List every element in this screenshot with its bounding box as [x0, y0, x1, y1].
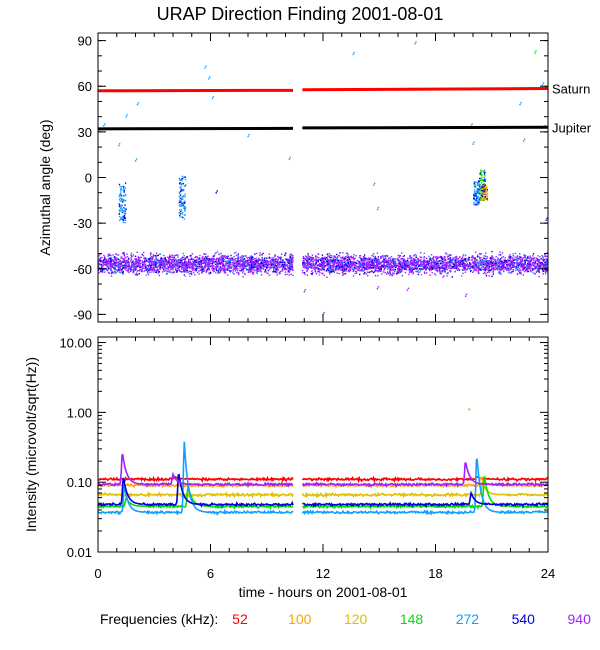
azimuth-axis-ticks: 90 60 30 0 -30 -60 -90	[73, 33, 549, 322]
azimuth-tick-label: 30	[78, 125, 92, 140]
saturn-label: Saturn	[552, 82, 590, 97]
time-tick-label: 0	[94, 566, 101, 581]
azimuth-tick-label: -60	[73, 262, 92, 277]
series-100-kHz-burst	[480, 184, 489, 202]
azimuth-tick-label: -90	[73, 307, 92, 322]
intensity-tick-label: 10.00	[59, 336, 92, 351]
azimuth-tick-label: 90	[78, 34, 92, 49]
saturn-line	[302, 87, 549, 92]
intensity-series-120	[97, 479, 549, 499]
intensity-tick-label: 0.01	[67, 545, 92, 560]
time-tick-label: 6	[207, 566, 214, 581]
frequency-legend: Frequencies (kHz): 52 100 120 148 272 54…	[100, 611, 600, 627]
intensity-series-272	[97, 441, 548, 517]
series-outliers	[303, 286, 468, 316]
azimuth-tick-label: -30	[73, 216, 92, 231]
azimuth-points	[97, 41, 549, 316]
time-tick-label: 12	[316, 566, 330, 581]
azimuth-axis-label: Azimuthal angle (deg)	[37, 119, 53, 255]
intensity-tick-label: 0.10	[67, 475, 92, 490]
intensity-series	[97, 408, 549, 517]
planet-reference-lines: Saturn Jupiter	[97, 82, 592, 135]
legend-entry-100: 100	[288, 611, 312, 627]
azimuth-panel-frame	[97, 32, 549, 323]
series-scattered-148	[134, 41, 546, 162]
series-272-kHz-burst-2	[178, 175, 187, 220]
intensity-tick-label: 1.00	[67, 405, 92, 420]
chart-title: URAP Direction Finding 2001-08-01	[156, 4, 444, 24]
legend-entry-540: 540	[511, 611, 535, 627]
azimuth-tick-label: 60	[78, 79, 92, 94]
series-940-kHz-band	[97, 250, 549, 278]
isolated-point	[468, 408, 471, 411]
legend-entry-120: 120	[343, 611, 368, 627]
time-tick-label: 18	[428, 566, 442, 581]
azimuth-panel: Saturn Jupiter 90 60 30 0 -30 -60 -90 Azimuthal…	[37, 32, 592, 323]
intensity-axis-label: Intensity (microvolt/sqrt(Hz))	[23, 357, 39, 532]
azimuth-tick-label: 0	[85, 171, 92, 186]
legend-entry-940: 940	[567, 611, 591, 627]
legend-entry-148: 148	[399, 611, 424, 627]
time-tick-label: 24	[541, 566, 555, 581]
intensity-panel-frame	[97, 336, 549, 553]
jupiter-label: Jupiter	[552, 120, 592, 135]
intensity-series-540	[97, 473, 548, 509]
frequency-legend-label: Frequencies (kHz):	[100, 611, 219, 627]
legend-entry-272: 272	[455, 611, 480, 627]
intensity-axis-ticks: 10.00 1.00 0.10 0.010 6 12 18 24	[59, 336, 555, 581]
time-axis-label: time - hours on 2001-08-01	[239, 584, 408, 600]
series-scattered-272	[103, 51, 545, 211]
legend-entry-52: 52	[232, 611, 248, 627]
intensity-series-940	[97, 453, 549, 488]
series-272-kHz-burst-1	[118, 182, 127, 224]
series-540-kHz-points	[122, 190, 548, 221]
jupiter-line	[302, 125, 549, 130]
intensity-panel: 10.00 1.00 0.10 0.010 6 12 18 24 Intensity (mic…	[23, 336, 555, 600]
